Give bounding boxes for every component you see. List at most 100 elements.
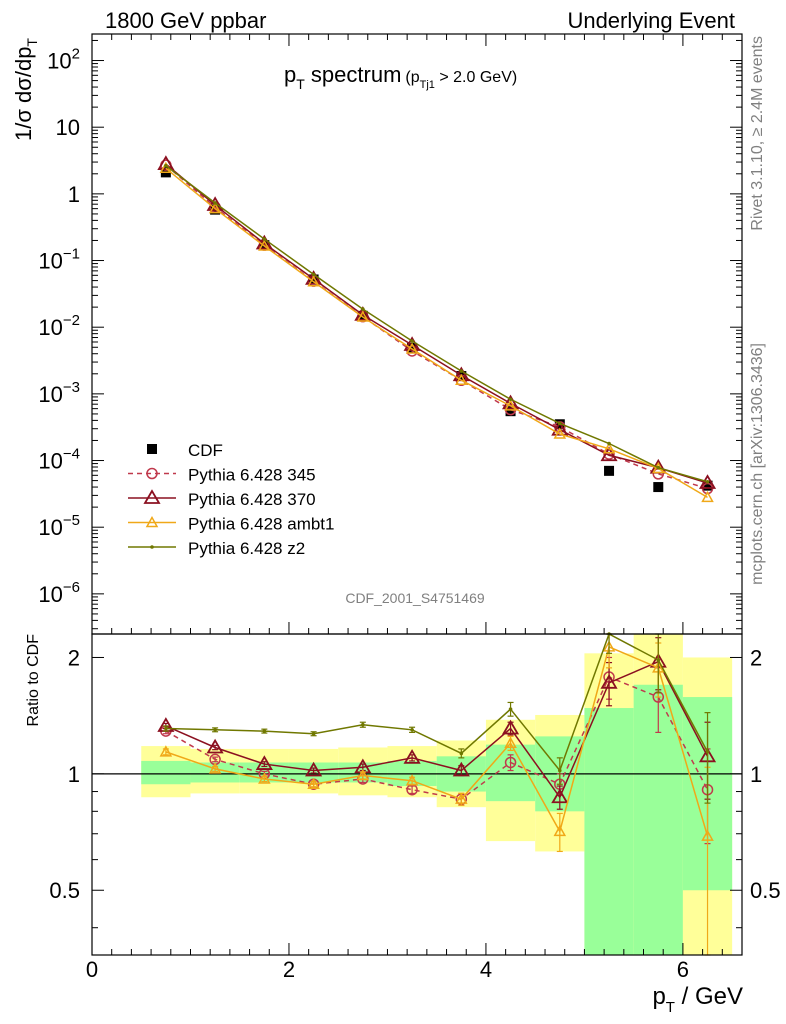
x-tick-label: 2 (283, 957, 295, 982)
ratio-line-p345 (165, 676, 709, 800)
x-tick-label: 6 (677, 957, 689, 982)
data-point-p345 (406, 345, 418, 357)
ratio-band-green (141, 760, 191, 785)
data-point-ambt1 (307, 275, 320, 287)
data-point-cdf (702, 480, 713, 491)
legend-marker-ambt1 (145, 515, 159, 528)
y-tick-label-ratio-left: 1 (68, 762, 80, 787)
ratio-point-ambt1 (307, 777, 320, 789)
data-point-ambt1 (356, 310, 370, 322)
data-point-z2 (410, 339, 414, 343)
ratio-point-ambt1 (405, 774, 419, 786)
data-point-cdf (653, 482, 664, 493)
x-tick-label: 4 (480, 957, 492, 982)
ratio-line-ambt1 (165, 645, 709, 837)
ratio-point-z2 (213, 728, 217, 732)
series-p345-main (160, 159, 714, 495)
legend-marker-z2 (150, 545, 154, 549)
y-tick-label-main: 10−6 (38, 579, 80, 607)
series-cdf-main (160, 167, 713, 493)
ratio-point-z2 (164, 726, 168, 731)
data-point-p370 (600, 446, 618, 462)
data-point-z2 (213, 201, 217, 205)
data-point-ambt1 (258, 239, 271, 251)
y-tick-base: 10 (47, 49, 71, 74)
y-tick-label-ratio-left: 2 (68, 645, 80, 670)
legend-label-z2: Pythia 6.428 z2 (188, 539, 305, 558)
series-line-ambt1 (165, 167, 708, 499)
data-point-z2 (656, 465, 661, 470)
ratio-point-z2 (558, 768, 562, 773)
data-point-z2 (262, 237, 267, 241)
main-panel-content (157, 155, 717, 503)
ratio-point-p370 (206, 738, 224, 754)
legend-label-cdf: CDF (188, 441, 223, 460)
series-ambt1-main (159, 161, 714, 503)
ratio-point-z2 (508, 707, 513, 711)
ratio-point-p345 (504, 756, 517, 769)
ratio-point-p370 (255, 755, 273, 770)
ratio-point-z2 (410, 728, 414, 732)
legend-marker-cdf (147, 444, 157, 454)
legend: CDF Pythia 6.428 345 Pythia 6.428 370 Pythi… (128, 441, 334, 558)
data-point-z2 (164, 163, 168, 168)
legend-label-p370: Pythia 6.428 370 (188, 490, 316, 509)
y-tick-label-main: 10−5 (38, 512, 80, 540)
x-axis-label: pT / GeV (652, 983, 743, 1016)
data-point-p370 (206, 196, 224, 211)
legend-label-ambt1: Pythia 6.428 ambt1 (188, 515, 334, 534)
series-z2-main (164, 163, 710, 484)
y-tick-base: 10 (38, 582, 62, 607)
y-tick-label-ratio-right: 1 (750, 762, 762, 787)
ratio-point-z2 (361, 722, 365, 727)
y-tick-exponent: −5 (63, 512, 80, 529)
series-p370-ratio (157, 637, 717, 810)
ratio-point-p370 (403, 749, 421, 764)
y-tick-exponent: −4 (63, 446, 80, 463)
y-tick-exponent: −1 (63, 246, 80, 263)
ratio-line-z2 (165, 632, 709, 773)
y-tick-label-ratio-left: 0.5 (49, 878, 80, 903)
rivet-label: Rivet 3.1.10, ≥ 2.4M events (749, 36, 766, 231)
y-tick-label-main: 10−1 (38, 246, 80, 274)
mcplots-label: mcplots.cern.ch [arXiv:1306.3436] (749, 343, 766, 585)
ratio-point-p370 (551, 788, 569, 804)
y-tick-label-ratio-right: 2 (750, 645, 762, 670)
ratio-point-ambt1 (208, 762, 222, 774)
ratio-point-p370 (600, 674, 618, 689)
ratio-point-z2 (262, 729, 267, 733)
ratio-point-ambt1 (159, 745, 173, 757)
y-tick-base: 10 (38, 249, 62, 274)
y-tick-label-main: 10−4 (38, 446, 80, 474)
data-point-p370 (305, 270, 323, 285)
ratio-line-p370 (165, 660, 709, 799)
ratio-point-z2 (459, 751, 464, 756)
legend-entry-p345: Pythia 6.428 345 (128, 466, 316, 485)
y-tick-label-main: 10−2 (38, 312, 80, 340)
legend-entry-z2: Pythia 6.428 z2 (128, 539, 305, 558)
legend-entry-ambt1: Pythia 6.428 ambt1 (128, 515, 334, 534)
legend-marker-p345 (146, 467, 158, 480)
data-point-cdf (505, 406, 516, 417)
data-point-z2 (361, 307, 365, 311)
y-axis-label-ratio: Ratio to CDF (25, 634, 42, 727)
y-tick-base: 10 (38, 315, 62, 340)
legend-entry-cdf: CDF (147, 441, 223, 460)
data-point-p370 (501, 394, 520, 410)
y-tick-base: 10 (38, 382, 62, 407)
ratio-point-z2 (656, 658, 661, 662)
data-point-ambt1 (455, 373, 468, 386)
legend-label-p345: Pythia 6.428 345 (188, 466, 316, 485)
series-z2-ratio (162, 632, 711, 804)
data-point-p370 (698, 474, 717, 489)
ratio-point-ambt1 (455, 792, 468, 804)
y-axis-label-main: 1/σ dσ/dpT (11, 38, 40, 141)
ratio-band-green (584, 708, 634, 955)
data-point-z2 (459, 369, 464, 373)
plot-title: pT spectrum (pTj1 > 2.0 GeV) (284, 62, 517, 92)
y-tick-exponent: −3 (63, 379, 80, 396)
y-tick-exponent: −6 (63, 579, 80, 596)
series-line-z2 (165, 165, 708, 483)
